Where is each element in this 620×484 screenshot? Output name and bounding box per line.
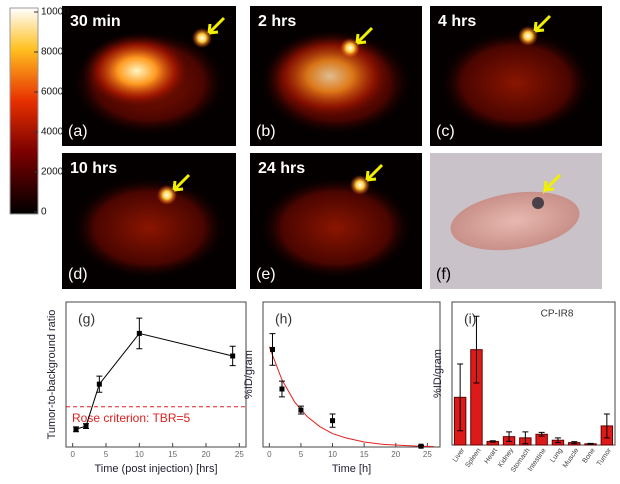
body-signal <box>265 31 395 121</box>
point <box>279 387 284 392</box>
error-bar <box>588 443 594 444</box>
x-tick-label: Tumor <box>596 447 614 468</box>
x-tick-label: 10 <box>135 450 144 459</box>
time-label: 24 hrs <box>258 160 305 177</box>
figure: 30 min (a) 2 hrs (b) 4 hrs (c) 10 hrs (d) 24 hrs… <box>0 0 620 479</box>
mouse-signal <box>71 176 228 279</box>
x-tick-label: Muscle <box>562 447 581 469</box>
panel-letter: (e) <box>256 266 276 283</box>
colorbar-label: 8000 <box>41 47 64 58</box>
colorbar-label: 10000 <box>41 7 69 18</box>
liver-signal <box>82 33 192 109</box>
point <box>419 444 424 449</box>
x-tick-label: Heart <box>483 447 499 465</box>
x-tick-label: 20 <box>202 450 211 459</box>
point <box>74 427 79 432</box>
x-tick-label: 25 <box>423 450 432 459</box>
colorbar-label: 4000 <box>41 127 64 138</box>
panel-label: (i) <box>464 311 476 327</box>
x-tick-label: 5 <box>299 450 304 459</box>
chart-title: CP-IR8 <box>541 309 574 320</box>
point <box>230 353 235 358</box>
panel-letter: (d) <box>68 266 88 283</box>
panel-letter: (c) <box>436 123 455 140</box>
x-tick-label: 5 <box>104 450 109 459</box>
x-axis-label: Time (post injection) [hrs] <box>94 463 217 475</box>
tumor <box>532 197 544 209</box>
y-axis-label: Tumor-to-background ratio <box>46 310 58 440</box>
x-tick-label: Spleen <box>464 447 482 469</box>
panel-letter: (a) <box>68 123 88 140</box>
x-tick-label: 15 <box>168 450 177 459</box>
point <box>84 424 89 429</box>
point <box>330 418 335 423</box>
image-panels: 30 min (a) 2 hrs (b) 4 hrs (c) 10 hrs (d) 24 hrs… <box>62 6 602 289</box>
fit-curve <box>269 347 433 447</box>
panel-letter: (b) <box>256 123 276 140</box>
mouse-signal <box>259 176 414 279</box>
x-tick-label: 25 <box>235 450 244 459</box>
point <box>298 408 303 413</box>
time-label: 30 min <box>70 13 121 30</box>
panel-label: (h) <box>275 311 292 327</box>
x-tick-label: Bone <box>582 447 597 464</box>
time-label: 4 hrs <box>438 13 476 30</box>
point <box>137 331 142 336</box>
y-axis-label: %ID/gram <box>243 350 255 399</box>
panel-label: (g) <box>78 311 95 327</box>
x-axis-label: Time [h] <box>332 463 371 475</box>
x-tick-label: 15 <box>360 450 369 459</box>
x-tick-label: 20 <box>391 450 400 459</box>
x-tick-label: 10 <box>328 450 337 459</box>
colorbar-label: 2000 <box>41 167 64 178</box>
x-tick-label: 0 <box>70 450 75 459</box>
x-tick-label: Lung <box>549 447 564 464</box>
colorbar-label: 0 <box>41 207 47 218</box>
y-axis-label: %ID/gram <box>432 349 444 398</box>
x-tick-label: 0 <box>267 450 272 459</box>
panel-letter: (f) <box>436 266 451 283</box>
colorbar <box>10 8 38 214</box>
colorbar-label: 6000 <box>41 87 64 98</box>
x-tick-label: Liver <box>452 447 467 464</box>
point <box>97 382 102 387</box>
time-label: 10 hrs <box>70 160 117 177</box>
mouse-signal <box>439 30 594 136</box>
time-label: 2 hrs <box>258 13 296 30</box>
point <box>270 347 275 352</box>
